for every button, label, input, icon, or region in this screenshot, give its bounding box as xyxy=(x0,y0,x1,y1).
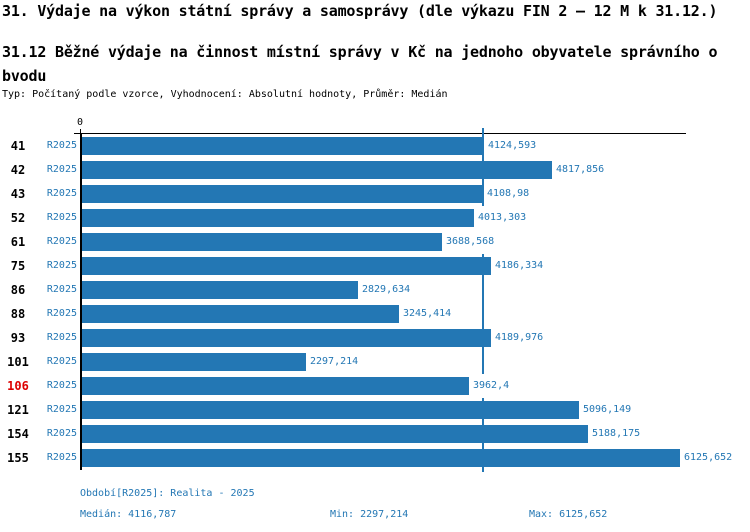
chart-row: 75 R2025 4186,334 xyxy=(0,254,750,278)
chart-row: 154 R2025 5188,175 xyxy=(0,422,750,446)
bar-value-label: 3962,4 xyxy=(472,374,511,398)
footer-median-label: Medián: 4116,787 xyxy=(80,509,177,520)
report-title: 31. Výdaje na výkon státní správy a samo… xyxy=(2,2,718,20)
bar xyxy=(82,425,588,443)
bar xyxy=(82,233,442,251)
bar-value-label: 4817,856 xyxy=(555,158,606,182)
bar-value-label: 4108,98 xyxy=(486,182,531,206)
row-series-label: R2025 xyxy=(46,188,77,199)
row-series-label: R2025 xyxy=(46,260,77,271)
bar xyxy=(82,305,399,323)
bar-value-label: 3688,568 xyxy=(445,230,496,254)
bar xyxy=(82,185,483,203)
x-axis-line xyxy=(74,133,686,134)
bar xyxy=(82,329,491,347)
row-category-label: 42 xyxy=(10,163,26,177)
row-series-label: R2025 xyxy=(46,332,77,343)
bar xyxy=(82,257,491,275)
row-series-label: R2025 xyxy=(46,452,77,463)
chart-row: 101 R2025 2297,214 xyxy=(0,350,750,374)
bar-value-label: 5188,175 xyxy=(591,422,642,446)
indicator-subtitle-line1: 31.12 Běžné výdaje na činnost místní spr… xyxy=(2,43,718,61)
bar xyxy=(82,161,552,179)
bar xyxy=(82,137,484,155)
row-series-label: R2025 xyxy=(46,284,77,295)
bar-value-label: 4189,976 xyxy=(494,326,545,350)
footer-max-label: Max: 6125,652 xyxy=(529,509,608,520)
row-category-label: 61 xyxy=(10,235,26,249)
bar xyxy=(82,281,358,299)
chart-row: 42 R2025 4817,856 xyxy=(0,158,750,182)
chart-row: 52 R2025 4013,303 xyxy=(0,206,750,230)
chart-row: 86 R2025 2829,634 xyxy=(0,278,750,302)
x-axis-zero-label: 0 xyxy=(76,117,84,128)
bar-value-label: 4013,303 xyxy=(477,206,528,230)
bar-value-label: 2829,634 xyxy=(361,278,412,302)
row-series-label: R2025 xyxy=(46,308,77,319)
bar-chart: 41 R2025 4124,593 42 R2025 4817,856 43 R2025 410… xyxy=(0,134,750,470)
bar-value-label: 4124,593 xyxy=(487,134,538,158)
row-category-label: 155 xyxy=(7,451,29,465)
bar xyxy=(82,401,579,419)
bar xyxy=(82,353,306,371)
bar-value-label: 6125,652 xyxy=(683,446,734,470)
chart-row: 155 R2025 6125,652 xyxy=(0,446,750,470)
bar-value-label: 4186,334 xyxy=(494,254,545,278)
row-series-label: R2025 xyxy=(46,428,77,439)
row-category-label: 88 xyxy=(10,307,26,321)
footer-period-label: Období[R2025]: Realita - 2025 xyxy=(80,488,255,499)
row-category-label: 43 xyxy=(10,187,26,201)
footer-min-label: Min: 2297,214 xyxy=(330,509,409,520)
indicator-meta: Typ: Počítaný podle vzorce, Vyhodnocení:… xyxy=(2,89,448,100)
row-series-label: R2025 xyxy=(46,140,77,151)
bar-value-label: 2297,214 xyxy=(309,350,360,374)
x-axis-zero-tick xyxy=(80,129,81,133)
chart-row: 61 R2025 3688,568 xyxy=(0,230,750,254)
bar xyxy=(82,209,474,227)
row-category-label: 154 xyxy=(7,427,29,441)
row-category-label: 75 xyxy=(10,259,26,273)
row-category-label: 93 xyxy=(10,331,26,345)
median-line xyxy=(482,128,484,472)
row-category-label: 86 xyxy=(10,283,26,297)
row-series-label: R2025 xyxy=(46,404,77,415)
chart-row: 121 R2025 5096,149 xyxy=(0,398,750,422)
bar-value-label: 5096,149 xyxy=(582,398,633,422)
row-category-label: 101 xyxy=(7,355,29,369)
row-series-label: R2025 xyxy=(46,212,77,223)
row-category-label: 121 xyxy=(7,403,29,417)
row-category-label: 106 xyxy=(7,379,29,393)
row-series-label: R2025 xyxy=(46,356,77,367)
row-series-label: R2025 xyxy=(46,380,77,391)
bar-value-label: 3245,414 xyxy=(402,302,453,326)
indicator-subtitle-line2: bvodu xyxy=(2,67,47,85)
chart-row: 88 R2025 3245,414 xyxy=(0,302,750,326)
row-category-label: 52 xyxy=(10,211,26,225)
row-series-label: R2025 xyxy=(46,236,77,247)
chart-row: 41 R2025 4124,593 xyxy=(0,134,750,158)
bar xyxy=(82,377,469,395)
bar xyxy=(82,449,680,467)
row-category-label: 41 xyxy=(10,139,26,153)
y-axis-line xyxy=(80,133,82,470)
row-series-label: R2025 xyxy=(46,164,77,175)
chart-row: 106 R2025 3962,4 xyxy=(0,374,750,398)
chart-row: 43 R2025 4108,98 xyxy=(0,182,750,206)
chart-row: 93 R2025 4189,976 xyxy=(0,326,750,350)
